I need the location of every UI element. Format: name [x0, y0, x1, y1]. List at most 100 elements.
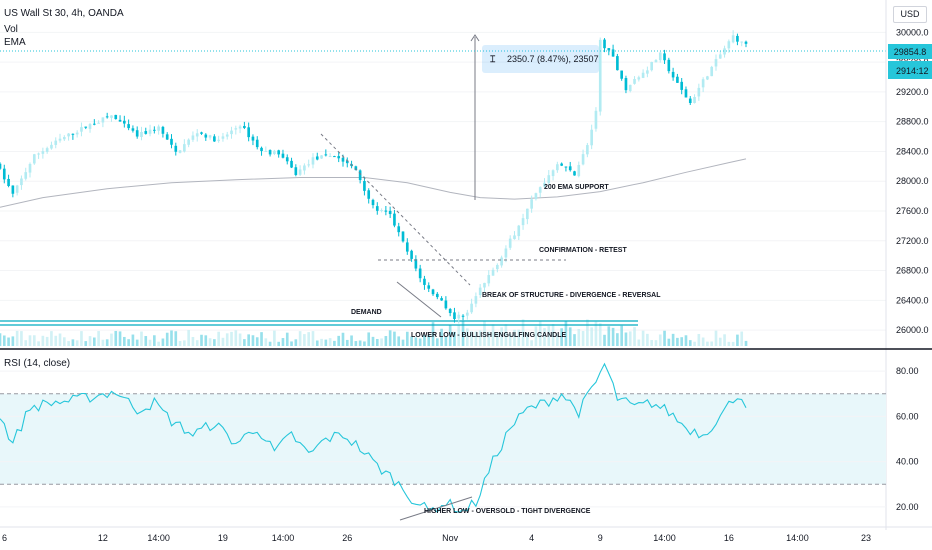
indicator-vol[interactable]: Vol	[4, 24, 18, 35]
volume-bar	[15, 330, 19, 346]
volume-bar	[564, 320, 568, 346]
volume-bar	[594, 321, 598, 346]
candle-body	[15, 185, 19, 193]
candle-body	[598, 39, 602, 112]
candle-body	[363, 181, 366, 191]
candle-body	[328, 156, 332, 158]
candle-body	[345, 160, 349, 164]
time-tick-label: 6	[2, 533, 7, 543]
candle-body	[440, 298, 443, 301]
candle-body	[213, 136, 216, 142]
candle-body	[234, 128, 238, 130]
candle-body	[294, 167, 298, 176]
candle-body	[487, 275, 491, 284]
time-tick-label: 14:00	[147, 533, 170, 543]
volume-bar	[28, 335, 32, 346]
volume-bar	[466, 328, 469, 346]
volume-bar	[127, 339, 130, 346]
candle-body	[200, 132, 203, 134]
candle-body	[333, 156, 336, 158]
volume-bar	[487, 331, 491, 346]
volume-bar	[157, 341, 160, 346]
candle-body	[543, 182, 546, 187]
candle-body	[671, 71, 675, 78]
volume-bar	[148, 339, 152, 346]
candle-body	[496, 264, 499, 270]
candle-body	[414, 259, 418, 269]
volume-bar	[24, 340, 28, 346]
volume-bar	[607, 326, 611, 346]
candle-body	[75, 132, 79, 135]
price-tick-label: 26400.0	[896, 295, 929, 305]
volume-bar	[573, 334, 576, 346]
volume-bar	[410, 336, 413, 346]
countdown-badge	[888, 61, 932, 79]
indicator-ema[interactable]: EMA	[4, 37, 26, 48]
last-price-value: 29854.8	[894, 47, 927, 57]
volume-bar	[37, 341, 40, 346]
candle-body	[24, 172, 28, 179]
candle-body	[315, 156, 319, 160]
candle-body	[444, 300, 448, 309]
currency-button[interactable]: USD	[893, 6, 927, 23]
volume-bar	[380, 338, 383, 346]
volume-bar	[688, 340, 692, 346]
volume-bar	[200, 334, 203, 346]
candle-body	[324, 154, 328, 156]
candle-body	[611, 49, 615, 57]
annotation-ema-support: 200 EMA SUPPORT	[544, 184, 609, 191]
volume-bar	[105, 339, 109, 346]
candle-body	[118, 119, 122, 122]
candlesticks	[0, 30, 748, 324]
candle-body	[663, 53, 666, 61]
volume-bar	[590, 327, 593, 346]
annotation-higher-low: HIGHER LOW - OVERSOLD - TIGHT DIVERGENCE	[424, 508, 591, 515]
candle-body	[701, 79, 705, 88]
price-gridlines	[0, 31, 886, 331]
volume-bar	[697, 333, 701, 346]
candle-body	[500, 257, 503, 266]
volume-bar	[144, 336, 148, 346]
time-tick-label: 26	[342, 533, 352, 543]
volume-bar	[431, 322, 435, 346]
candle-body	[633, 78, 636, 84]
candle-body	[341, 157, 345, 162]
volume-bar	[448, 324, 452, 346]
candle-body	[508, 238, 512, 248]
rsi-tick-label: 20.00	[896, 502, 919, 512]
volume-bar	[234, 330, 238, 346]
candle-body	[620, 70, 623, 79]
rsi-axis-ticks: 20.00 40.00 60.00 80.00	[896, 366, 919, 512]
candle-body	[375, 206, 379, 211]
time-tick-label: 9	[598, 533, 603, 543]
volume-bar	[20, 331, 23, 346]
price-tick-label: 28800.0	[896, 117, 929, 127]
candle-body	[688, 98, 692, 103]
candle-body	[723, 48, 726, 55]
rsi-divergence-line	[399, 496, 473, 521]
time-tick-label: 12	[98, 533, 108, 543]
candle-body	[93, 123, 96, 125]
measure-tool-label[interactable]: ⌶ 2350.7 (8.47%), 23507	[482, 45, 599, 73]
candle-body	[474, 296, 478, 304]
volume-bar	[350, 335, 353, 346]
candle-body	[710, 66, 714, 77]
candle-body	[731, 35, 735, 43]
volume-bar	[264, 338, 268, 346]
volume-bar	[547, 326, 551, 346]
measure-icon: ⌶	[490, 54, 496, 64]
volume-bar	[41, 335, 45, 346]
volume-bar	[693, 341, 696, 346]
volume-bar	[444, 336, 448, 346]
candle-body	[410, 250, 413, 259]
price-tick-label: 26000.0	[896, 325, 929, 335]
candle-body	[517, 225, 521, 237]
candle-body	[697, 87, 701, 97]
price-tick-label: 28400.0	[896, 146, 929, 156]
candle-body	[680, 81, 684, 90]
volume-bar	[740, 331, 744, 346]
volume-bar	[731, 341, 735, 346]
volume-bar	[363, 341, 366, 346]
volume-bar	[676, 337, 679, 346]
volume-bar	[641, 330, 645, 346]
